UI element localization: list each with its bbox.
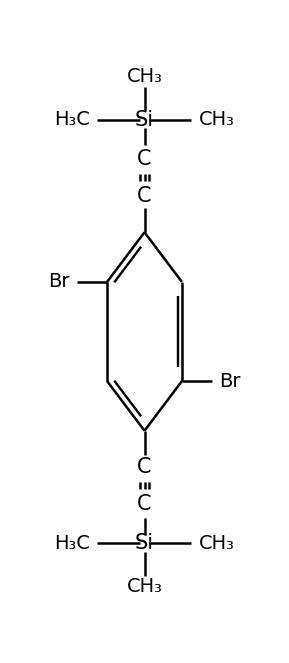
Text: H₃C: H₃C: [54, 110, 90, 129]
Text: CH₃: CH₃: [199, 110, 235, 129]
Text: CH₃: CH₃: [127, 577, 162, 596]
Text: Br: Br: [219, 372, 241, 391]
Text: C: C: [137, 457, 152, 477]
Text: C: C: [137, 149, 152, 170]
Text: CH₃: CH₃: [199, 534, 235, 553]
Text: Si: Si: [135, 110, 154, 130]
Text: Si: Si: [135, 533, 154, 553]
Text: CH₃: CH₃: [127, 67, 162, 86]
Text: H₃C: H₃C: [54, 534, 90, 553]
Text: Br: Br: [48, 272, 70, 291]
Text: C: C: [137, 186, 152, 206]
Text: C: C: [137, 493, 152, 514]
